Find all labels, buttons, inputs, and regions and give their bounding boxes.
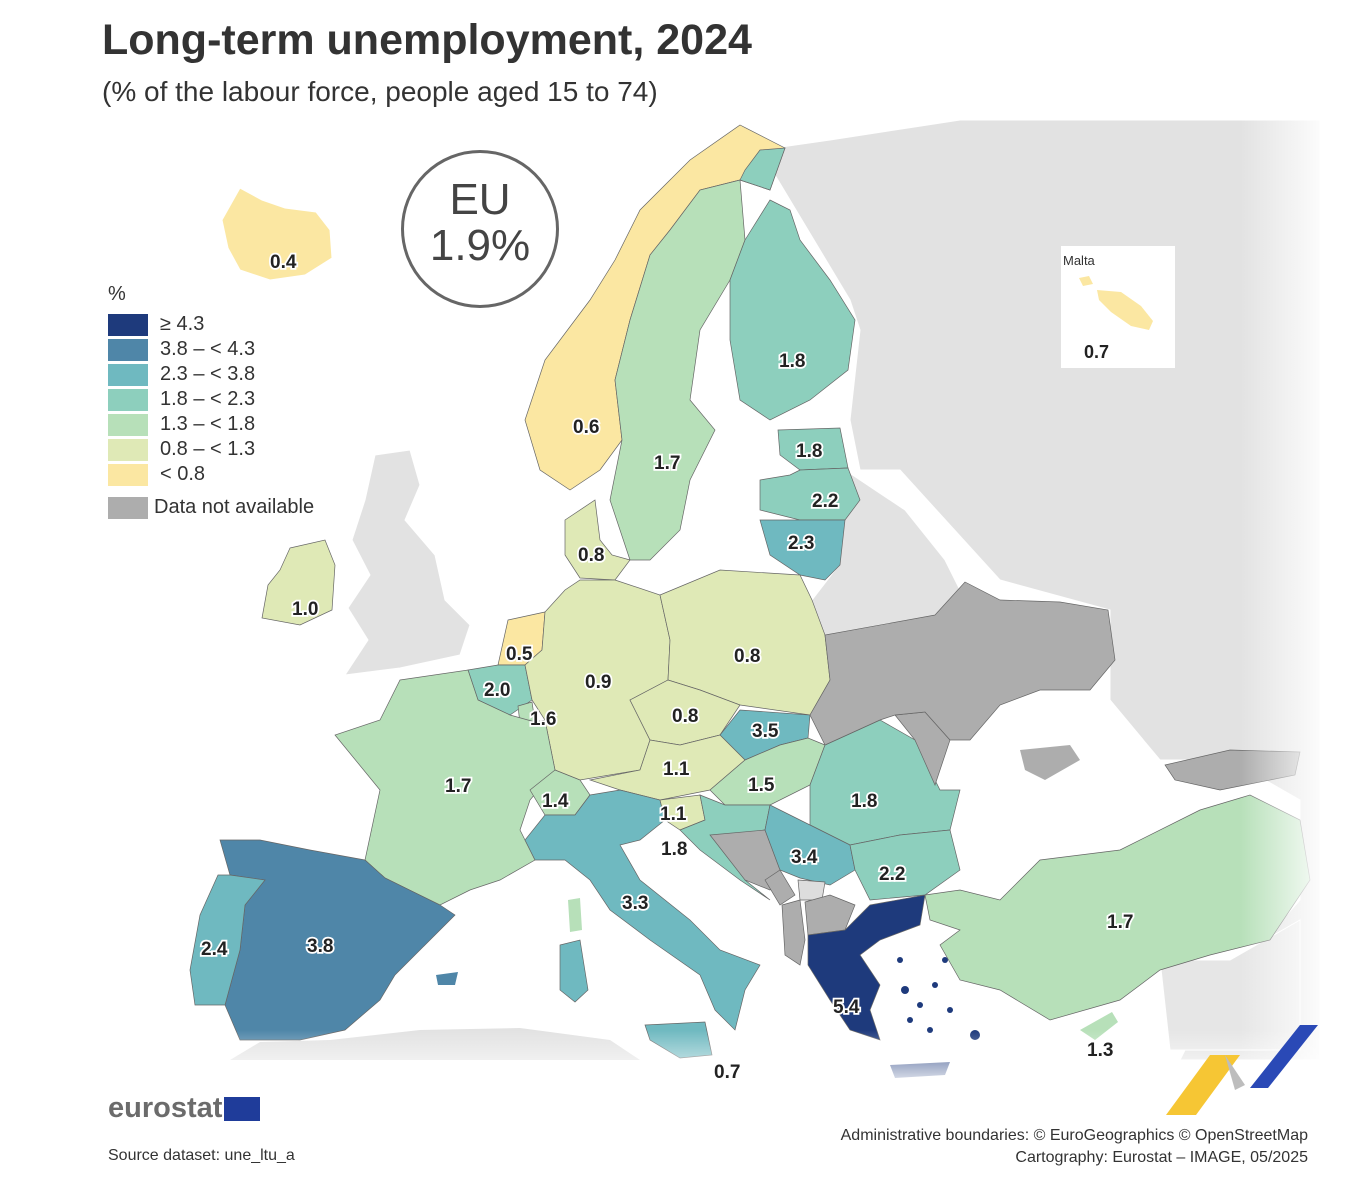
malta-shape [1079, 276, 1153, 330]
label-greece: 5.4 [833, 997, 860, 1018]
legend-row: 0.8 – < 1.3 [108, 437, 314, 462]
country-north-macedonia [804, 894, 856, 936]
legend-row: 1.3 – < 1.8 [108, 412, 314, 437]
legend-label: < 0.8 [160, 463, 206, 485]
label-spain: 3.8 [307, 936, 333, 957]
label-germany: 0.9 [585, 672, 611, 693]
legend-label: ≥ 4.3 [160, 313, 205, 335]
legend-label: Data not available [154, 496, 315, 518]
credits: Administrative boundaries: © EuroGeograp… [841, 1125, 1308, 1169]
country-ukraine [809, 581, 1116, 746]
label-belgium: 2.0 [484, 680, 510, 701]
label-portugal: 2.4 [201, 939, 228, 960]
label-sweden: 1.7 [654, 453, 680, 474]
country-bulgaria [849, 829, 961, 901]
label-ireland: 1.0 [292, 599, 318, 620]
eu-flag-icon [224, 1096, 261, 1121]
legend-label: 3.8 – < 4.3 [160, 338, 256, 360]
country-iceland [221, 187, 333, 281]
legend-row: 2.3 – < 3.8 [108, 362, 314, 387]
source-dataset: Source dataset: une_ltu_a [108, 1147, 295, 1164]
label-norway: 0.6 [573, 417, 599, 438]
country-finland [729, 147, 856, 421]
legend-row: < 0.8 [108, 462, 314, 487]
page-subtitle: (% of the labour force, people aged 15 t… [102, 76, 658, 107]
country-albania [781, 899, 806, 966]
legend-swatch [108, 388, 148, 411]
label-romania: 1.8 [851, 791, 877, 812]
inset-value: 0.7 [1084, 342, 1110, 362]
label-cyprus: 1.3 [1087, 1040, 1113, 1061]
eu-label: EU [449, 175, 511, 224]
label-turkey: 1.7 [1107, 912, 1133, 933]
country-crimea [1020, 745, 1080, 780]
legend-swatch [108, 363, 148, 386]
legend-row: 1.8 – < 2.3 [108, 387, 314, 412]
label-estonia: 1.8 [796, 441, 822, 462]
label-poland: 0.8 [734, 646, 760, 667]
country-greece [807, 894, 926, 1041]
inset-title: Malta [1063, 253, 1095, 268]
label-switzerland: 1.4 [542, 791, 569, 812]
malta-inset: Malta 0.7 [1061, 246, 1175, 368]
legend-swatch [108, 338, 148, 361]
legend-swatch [108, 463, 148, 486]
label-netherlands: 0.5 [506, 644, 533, 665]
label-latvia: 2.2 [812, 491, 838, 512]
eurostat-logo: eurostat [108, 1092, 261, 1125]
page-title: Long-term unemployment, 2024 [102, 16, 752, 64]
country-italy [524, 789, 761, 1031]
label-lithuania: 2.3 [788, 533, 814, 554]
label-france: 1.7 [445, 776, 471, 797]
country-ireland [261, 539, 336, 626]
country-sardinia [559, 939, 589, 1003]
legend-label: 1.8 – < 2.3 [160, 388, 256, 410]
label-finland: 1.8 [779, 351, 805, 372]
legend-row-not-available: Data not available [108, 495, 314, 520]
label-austria: 1.1 [663, 759, 690, 780]
label-hungary: 1.5 [748, 775, 775, 796]
country-lithuania [759, 519, 846, 581]
label-malta-mainland: 0.7 [714, 1062, 740, 1083]
label-iceland: 0.4 [270, 252, 297, 273]
legend-label: 2.3 – < 3.8 [160, 363, 256, 385]
legend-swatch [108, 438, 148, 461]
label-croatia: 1.8 [661, 839, 687, 860]
label-serbia: 3.4 [791, 847, 818, 868]
credits-cartography: Cartography: Eurostat – IMAGE, 05/2025 [1015, 1149, 1308, 1166]
label-slovenia: 1.1 [660, 804, 687, 825]
country-denmark [564, 499, 631, 581]
country-corsica [568, 898, 582, 932]
label-czechia: 0.8 [672, 706, 698, 727]
country-montenegro [764, 869, 796, 906]
country-kosovo [797, 879, 826, 901]
legend: % ≥ 4.3 3.8 – < 4.3 2.3 – < 3.8 1.8 – < 2.3… [108, 283, 314, 520]
eu-aggregate-badge: EU 1.9% [401, 150, 559, 308]
country-portugal [189, 874, 266, 1006]
land-uk [343, 449, 471, 676]
label-bulgaria: 2.2 [879, 864, 905, 885]
label-denmark: 0.8 [578, 545, 604, 566]
legend-swatch [108, 496, 148, 519]
label-slovakia: 3.5 [752, 721, 779, 742]
logo-text: eurostat [108, 1092, 223, 1124]
legend-label: 1.3 – < 1.8 [160, 413, 256, 435]
legend-row: ≥ 4.3 [108, 312, 314, 337]
label-luxembourg: 1.6 [530, 709, 556, 730]
credits-boundaries: Administrative boundaries: © EuroGeograp… [840, 1127, 1308, 1144]
legend-swatch [108, 313, 148, 336]
legend-swatch [108, 413, 148, 436]
country-serbia [764, 804, 856, 886]
legend-label: 0.8 – < 1.3 [160, 438, 256, 460]
legend-row: 3.8 – < 4.3 [108, 337, 314, 362]
legend-unit: % [108, 283, 126, 305]
label-italy: 3.3 [622, 893, 648, 914]
eurostat-chevron-icon [1166, 1025, 1318, 1115]
country-latvia [759, 467, 861, 521]
eu-value: 1.9% [429, 221, 531, 270]
country-balearic [436, 972, 458, 985]
